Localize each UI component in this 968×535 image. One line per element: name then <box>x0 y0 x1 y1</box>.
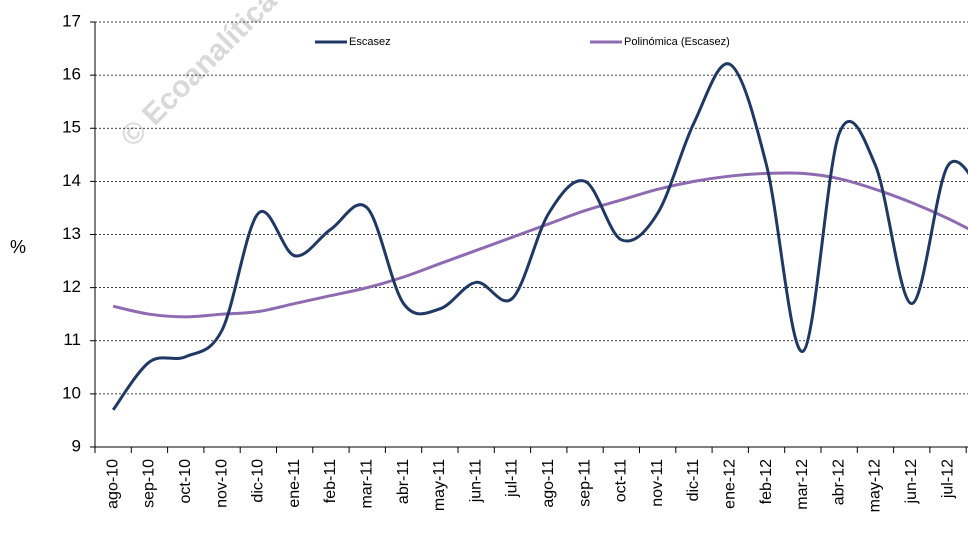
x-tick-label: nov-10 <box>213 459 230 508</box>
x-tick-label: nov-11 <box>649 459 666 507</box>
x-tick-label: jul-11 <box>504 459 521 498</box>
y-tick-label: 17 <box>62 11 81 30</box>
x-tick-label: mar-11 <box>358 459 375 509</box>
line <box>112 171 968 319</box>
x-tick-label: ago-11 <box>540 459 557 508</box>
line <box>111 62 968 411</box>
x-tick-label: dic-11 <box>685 459 702 501</box>
x-tick-label: ene-11 <box>286 459 303 508</box>
y-tick-label: 15 <box>62 118 81 137</box>
y-tick-label: 11 <box>63 330 81 349</box>
y-axis-label: % <box>10 237 26 257</box>
x-tick-label: mar-12 <box>794 459 811 510</box>
x-tick-label: sep-10 <box>141 459 158 508</box>
watermark: © Ecoanalítica <box>115 0 284 153</box>
y-tick-label: 9 <box>72 436 81 455</box>
x-tick-label: jun-11 <box>467 459 484 503</box>
y-tick-label: 10 <box>62 383 81 402</box>
legend-label: Escasez <box>349 36 391 48</box>
x-tick-label: abr-12 <box>830 459 847 505</box>
y-tick-label: 13 <box>62 224 81 243</box>
x-tick-label: may-12 <box>867 459 884 512</box>
y-tick-label: 14 <box>62 171 81 190</box>
y-tick-label: 16 <box>62 65 81 84</box>
x-tick-label: feb-11 <box>322 459 339 503</box>
x-tick-label: oct-11 <box>613 459 630 502</box>
x-tick-label: ene-12 <box>721 459 738 509</box>
x-tick-label: dic-10 <box>250 459 267 503</box>
legend-label: Polinómica (Escasez) <box>624 36 730 48</box>
x-tick-label: feb-12 <box>758 459 775 504</box>
x-tick-label: abr-11 <box>395 459 412 504</box>
x-tick-label: jun-12 <box>903 459 920 505</box>
y-tick-label: 12 <box>62 277 81 296</box>
x-tick-label: ago-10 <box>104 459 121 509</box>
x-tick-label: oct-10 <box>177 459 194 504</box>
x-tick-label: jul-12 <box>939 459 956 499</box>
x-tick-label: may-11 <box>431 459 448 511</box>
x-tick-label: sep-11 <box>576 459 593 507</box>
